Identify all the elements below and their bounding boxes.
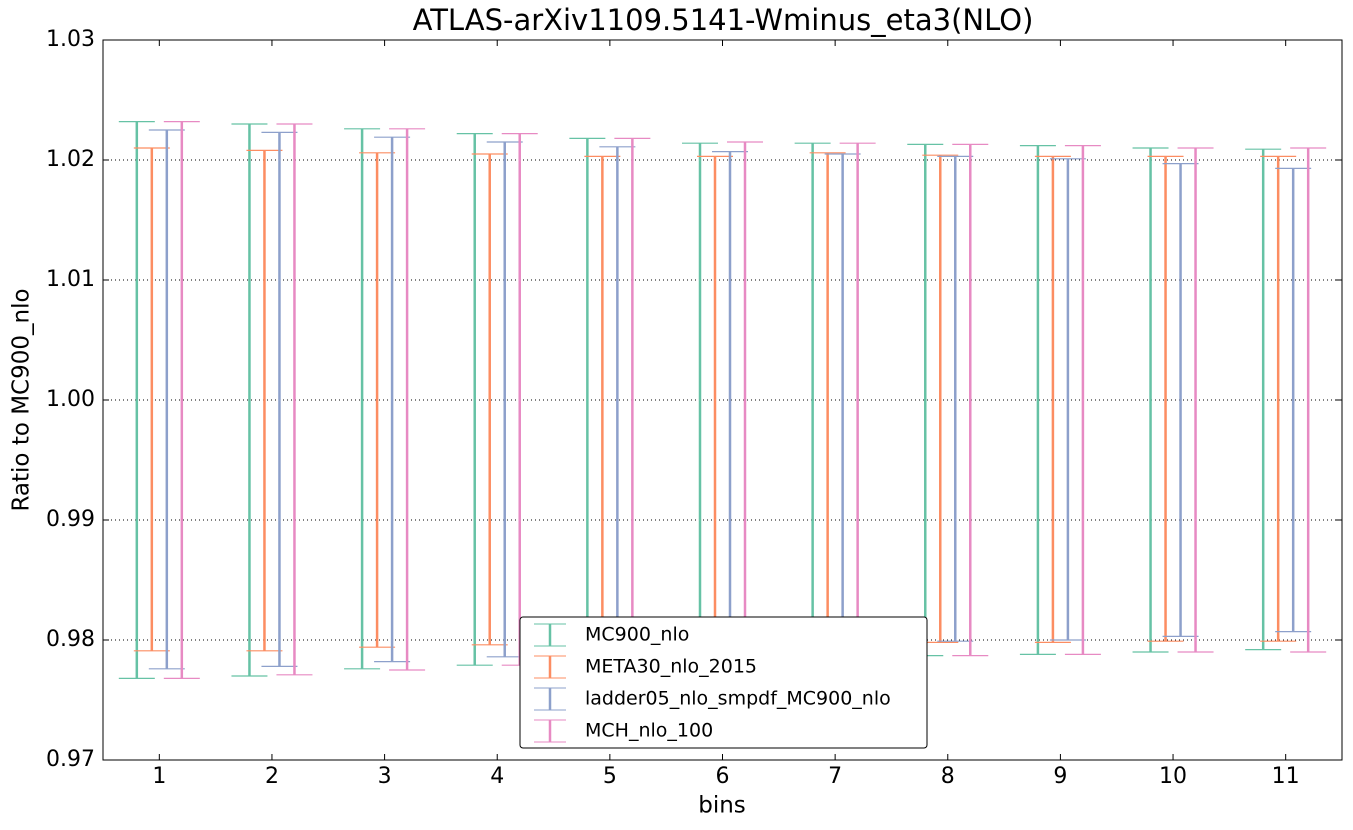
x-tick-label: 3 (378, 764, 392, 789)
x-tick-label: 5 (603, 764, 617, 789)
y-tick-label: 0.97 (46, 747, 95, 772)
legend: MC900_nlo META30_nlo_2015 ladder05_nlo_smp… (519, 616, 928, 749)
x-tick-label: 4 (490, 764, 504, 789)
y-tick-label: 1.02 (46, 147, 95, 172)
x-tick-label: 11 (1272, 764, 1300, 789)
legend-label: ladder05_nlo_smpdf_MC900_nlo (585, 688, 891, 710)
x-tick-label: 6 (716, 764, 730, 789)
legend-box (519, 616, 928, 749)
x-tick-label: 7 (828, 764, 842, 789)
y-tick-label: 1.03 (46, 27, 95, 52)
y-tick-label: 0.98 (46, 627, 95, 652)
x-tick-label: 2 (265, 764, 279, 789)
x-tick-label: 1 (152, 764, 166, 789)
legend-label: META30_nlo_2015 (585, 656, 757, 678)
x-axis-label: bins (698, 793, 746, 819)
y-tick-label: 1.01 (46, 267, 95, 292)
x-tick-label: 8 (941, 764, 955, 789)
legend-label: MCH_nlo_100 (585, 720, 713, 742)
y-tick-label: 1.00 (46, 387, 95, 412)
x-tick-label: 9 (1053, 764, 1067, 789)
plot-frame (102, 39, 1343, 761)
chart-title: ATLAS-arXiv1109.5141-Wminus_eta3(NLO) (413, 3, 1034, 37)
y-axis-label: Ratio to MC900_nlo (9, 288, 35, 511)
y-tick-label: 0.99 (46, 507, 95, 532)
x-tick-label: 10 (1159, 764, 1187, 789)
legend-label: MC900_nlo (585, 624, 689, 646)
